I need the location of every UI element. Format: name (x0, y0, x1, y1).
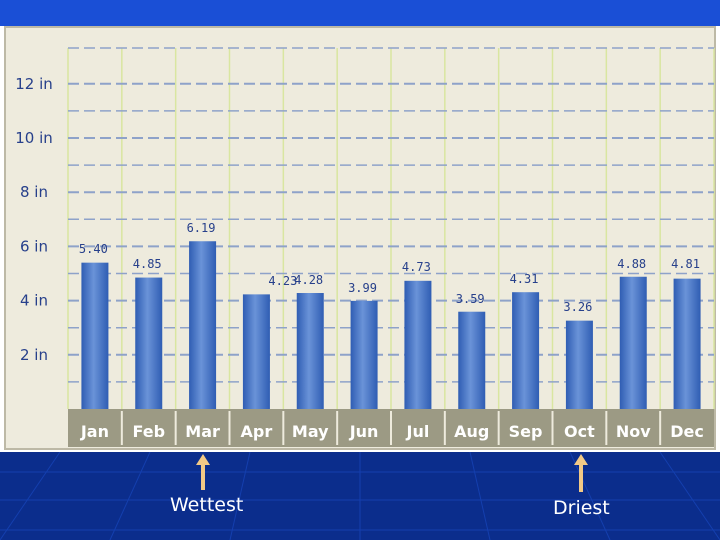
x-tick-label: Apr (241, 422, 273, 441)
value-label: 3.99 (348, 281, 377, 295)
x-tick-label: May (292, 422, 329, 441)
driest-arrow-head (574, 454, 588, 465)
y-tick-label: 12 in (15, 75, 53, 93)
driest-arrow-shaft (579, 464, 583, 492)
y-tick-label: 10 in (15, 129, 53, 147)
y-tick-label: 4 in (20, 292, 48, 310)
value-label: 4.88 (617, 257, 646, 271)
bar-sep (512, 292, 540, 409)
bar-nov (619, 276, 647, 409)
value-label: 4.31 (510, 272, 539, 286)
x-tick-label: Jul (406, 422, 430, 441)
value-label: 5.40 (79, 242, 108, 256)
top-banner (0, 0, 720, 26)
x-tick-label: Dec (670, 422, 704, 441)
bottom-band (0, 452, 720, 540)
bar-may (296, 293, 324, 409)
bar-oct (565, 320, 593, 409)
wettest-annotation: Wettest (170, 494, 244, 516)
value-label: 4.28 (294, 273, 323, 287)
value-label: 4.81 (671, 257, 700, 271)
wettest-arrow-head (196, 454, 210, 465)
value-label: 4.23 (268, 274, 297, 288)
value-label: 6.19 (187, 221, 216, 235)
value-label: 4.73 (402, 260, 431, 274)
x-tick-label: Sep (509, 422, 543, 441)
x-tick-label: Jan (80, 422, 109, 441)
y-tick-label: 8 in (20, 183, 48, 201)
wettest-arrow-shaft (201, 464, 205, 490)
value-label: 4.85 (133, 257, 162, 271)
bar-jul (404, 280, 432, 409)
x-tick-label: Feb (132, 422, 165, 441)
bar-jan (81, 262, 109, 409)
bar-dec (673, 278, 701, 409)
perspective-grid (0, 452, 720, 540)
value-label: 3.59 (456, 292, 485, 306)
x-tick-label: Oct (564, 422, 595, 441)
x-tick-label: Nov (616, 422, 651, 441)
value-label: 3.26 (563, 300, 592, 314)
x-tick-label: Mar (185, 422, 220, 441)
bar-jun (350, 300, 378, 409)
bar-mar (189, 241, 217, 409)
bar-feb (135, 277, 163, 409)
bar-apr (242, 294, 270, 409)
bar-aug (458, 311, 486, 409)
y-tick-label: 2 in (20, 346, 48, 364)
driest-annotation: Driest (553, 497, 610, 519)
x-tick-label: Aug (454, 422, 489, 441)
y-tick-label: 6 in (20, 237, 48, 255)
x-tick-label: Jun (349, 422, 379, 441)
